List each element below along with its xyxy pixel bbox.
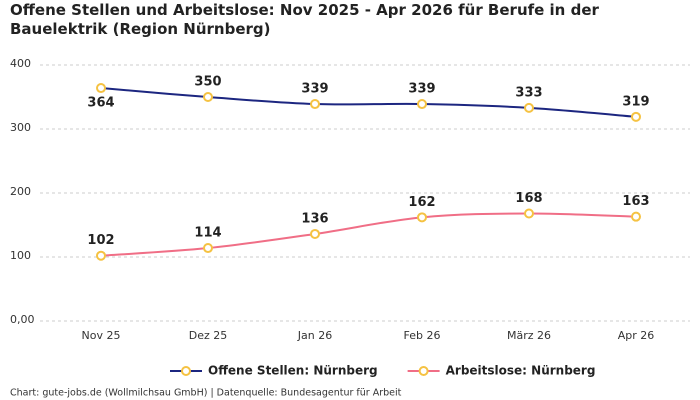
point [203,243,213,254]
y-tick-label: 300 [10,121,31,134]
value-label: 350 [194,75,221,90]
value-label: 333 [515,85,542,100]
point [203,92,213,102]
series-line [100,87,637,118]
legend-marker [418,366,429,376]
y-tick-label: 400 [10,57,31,70]
x-tick-label: März 26 [507,329,551,342]
value-label: 339 [408,82,435,97]
x-tick-label: Nov 25 [82,329,121,342]
legend-label: Offene Stellen: Nürnberg [208,364,378,378]
point [524,208,534,219]
value-label: 168 [515,191,542,206]
series-line [100,212,637,257]
point [96,83,106,94]
value-label: 319 [622,94,649,109]
point [310,228,320,239]
x-tick-label: Dez 25 [189,329,228,342]
value-label: 339 [301,82,328,97]
x-tick-label: Jan 26 [297,329,332,342]
value-label: 114 [194,226,221,241]
value-label: 162 [408,195,435,210]
point [524,102,534,113]
point [417,99,427,110]
value-label: 102 [87,233,114,248]
legend-marker [181,366,191,376]
chart-title: Offene Stellen und Arbeitslose: Nov 2025… [10,1,599,38]
y-tick-label: 0,00 [10,313,35,326]
source: Chart: gute-jobs.de (Wollmilchsau GmbH) … [10,388,402,399]
value-label: 163 [622,194,649,209]
y-tick-label: 100 [10,249,31,262]
x-tick-label: Feb 26 [404,329,441,342]
value-label: 364 [87,96,114,111]
point [96,250,106,261]
point [631,211,641,222]
point [310,99,320,110]
value-label: 136 [301,211,328,226]
point [631,111,641,122]
point [417,212,427,223]
x-tick-label: Apr 26 [618,329,655,342]
legend-label: Arbeitslose: Nürnberg [446,364,596,378]
y-tick-label: 200 [10,185,31,198]
